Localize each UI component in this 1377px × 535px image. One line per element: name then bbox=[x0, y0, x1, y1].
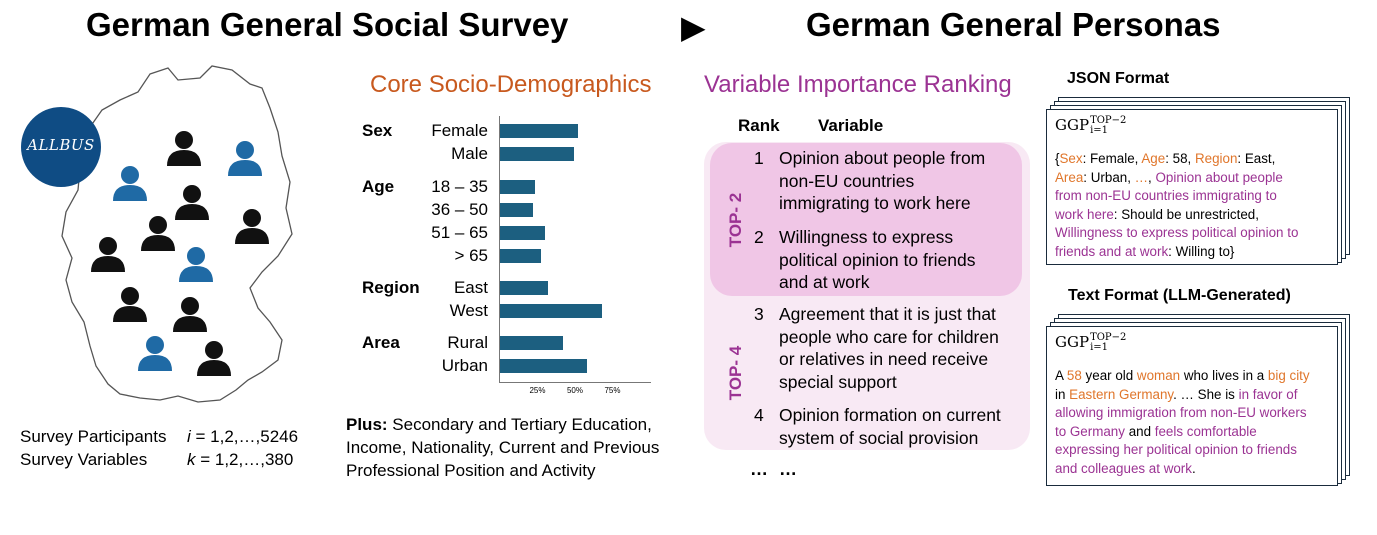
socio-bar-label: 51 – 65 bbox=[431, 223, 488, 242]
socio-bar-label: Rural bbox=[447, 333, 488, 352]
socio-group-sex: Sex bbox=[362, 121, 393, 140]
text-card: GGP TOP−2 i=1 A 58 year old woman who live… bbox=[1046, 326, 1338, 486]
ranking-title: Variable Importance Ranking bbox=[704, 71, 1012, 98]
socio-bar bbox=[500, 281, 548, 295]
allbus-logo-text: ALLBUS bbox=[27, 136, 95, 154]
rank-variable-text: Agreement that it is just that people who… bbox=[779, 304, 999, 392]
rank-number: 4 bbox=[754, 405, 764, 425]
rank-variable-text: Willingness to express political opinion … bbox=[779, 227, 976, 292]
card-line: {Sex: Female, Age: 58, Region: East, bbox=[1055, 151, 1276, 166]
rank-number: 1 bbox=[754, 148, 764, 168]
socio-bar bbox=[500, 249, 541, 263]
socio-bar bbox=[500, 180, 535, 194]
person-icon bbox=[179, 247, 213, 282]
card-line: A 58 year old woman who lives in a big c… bbox=[1055, 368, 1310, 383]
socio-bar-label: West bbox=[449, 301, 488, 320]
person-icon bbox=[167, 131, 201, 166]
arrow-icon: ▶ bbox=[681, 9, 706, 45]
socio-tick-label: 75% bbox=[604, 386, 621, 395]
socio-bar-label: 36 – 50 bbox=[431, 200, 488, 219]
survey-variables-label: Survey Variables bbox=[20, 450, 148, 469]
title-left: German General Social Survey bbox=[86, 6, 569, 43]
socio-bar-label: 18 – 35 bbox=[431, 177, 488, 196]
socio-chart: Sex Female Male Age 18 – 35 36 – 50 51 – 65 > 6… bbox=[362, 116, 651, 395]
person-icon bbox=[173, 297, 207, 332]
card-line: in Eastern Germany. … She is in favor of bbox=[1055, 386, 1298, 402]
rank-number: 3 bbox=[754, 304, 764, 324]
card-line: Willingness to express political opinion… bbox=[1055, 225, 1299, 241]
json-content: {Sex: Female, Age: 58, Region: East, Area… bbox=[1055, 150, 1298, 262]
socio-bar bbox=[500, 203, 533, 217]
ranking-col-rank: Rank bbox=[738, 116, 780, 135]
socio-bar bbox=[500, 304, 602, 318]
text-content: A 58 year old woman who lives in a big c… bbox=[1055, 367, 1310, 479]
card-line: to Germany and feels comfortable bbox=[1055, 423, 1257, 439]
top4-label: TOP- 4 bbox=[726, 345, 745, 401]
socio-bar-label: Urban bbox=[441, 356, 488, 375]
rank-variable-text: Opinion formation on current system of so… bbox=[779, 405, 1001, 448]
ranking-ellipsis-variable: … bbox=[779, 459, 797, 479]
card-line: Area: Urban, …, Opinion about people bbox=[1055, 169, 1283, 185]
person-icon bbox=[235, 209, 269, 244]
survey-variables-range: k = 1,2,…,380 bbox=[187, 450, 294, 469]
card-line: from non-EU countries immigrating to bbox=[1055, 188, 1277, 204]
socio-bar bbox=[500, 336, 563, 350]
person-icon bbox=[113, 166, 147, 201]
text-format-title: Text Format (LLM-Generated) bbox=[1068, 287, 1291, 304]
ranking-col-variable: Variable bbox=[818, 116, 884, 135]
rank-variable-text: Opinion about people from non-EU countrie… bbox=[779, 148, 986, 213]
socio-group-area: Area bbox=[362, 333, 400, 352]
person-icon bbox=[141, 216, 175, 251]
socio-y-axis bbox=[499, 116, 500, 382]
person-icon bbox=[113, 287, 147, 322]
socio-x-axis bbox=[499, 382, 651, 383]
socio-bar-label: Female bbox=[431, 121, 488, 140]
card-line: allowing immigration from non-EU workers bbox=[1055, 405, 1307, 421]
card-line: and colleagues at work. bbox=[1055, 460, 1196, 476]
socio-tick-label: 25% bbox=[529, 386, 546, 395]
card-line: friends and at work: Willing to} bbox=[1055, 243, 1235, 259]
ranking-ellipsis-rank: … bbox=[750, 459, 768, 479]
json-ggp-symbol: GGP TOP−2 i=1 bbox=[1055, 115, 1127, 136]
socio-plus-text: Plus: Secondary and Tertiary Education, … bbox=[346, 415, 660, 480]
socio-group-age: Age bbox=[362, 177, 395, 196]
top2-label: TOP- 2 bbox=[726, 192, 745, 248]
socio-tick-label: 50% bbox=[566, 386, 583, 395]
socio-bar bbox=[500, 147, 574, 161]
socio-title: Core Socio-Demographics bbox=[370, 71, 652, 98]
germany-outline bbox=[61, 65, 293, 403]
card-line: work here: Should be unrestricted, bbox=[1055, 206, 1259, 222]
json-format-title: JSON Format bbox=[1067, 70, 1170, 87]
survey-participants-label: Survey Participants bbox=[20, 427, 167, 446]
person-icon bbox=[91, 237, 125, 272]
title-right: German General Personas bbox=[806, 6, 1221, 43]
survey-participants-range: i = 1,2,…,5246 bbox=[187, 427, 299, 446]
socio-bar-label: > 65 bbox=[454, 246, 488, 265]
socio-bar bbox=[500, 359, 587, 373]
rank-number: 2 bbox=[754, 227, 764, 247]
card-line: expressing her political opinion to frie… bbox=[1055, 442, 1297, 458]
person-icon bbox=[138, 336, 172, 371]
person-icon bbox=[197, 341, 231, 376]
text-ggp-symbol: GGP TOP−2 i=1 bbox=[1055, 332, 1127, 353]
socio-bar bbox=[500, 226, 545, 240]
germany-map bbox=[61, 65, 293, 403]
top2-box bbox=[710, 143, 1022, 296]
json-card: GGP TOP−2 i=1 {Sex: Female, Age: 58, Regio… bbox=[1046, 109, 1338, 265]
allbus-logo: ALLBUS bbox=[21, 107, 101, 187]
socio-bar bbox=[500, 124, 578, 138]
person-icon bbox=[175, 185, 209, 220]
socio-group-region: Region bbox=[362, 278, 420, 297]
person-icon bbox=[228, 141, 262, 176]
socio-bar-label: Male bbox=[451, 144, 488, 163]
socio-bar-label: East bbox=[453, 278, 488, 297]
